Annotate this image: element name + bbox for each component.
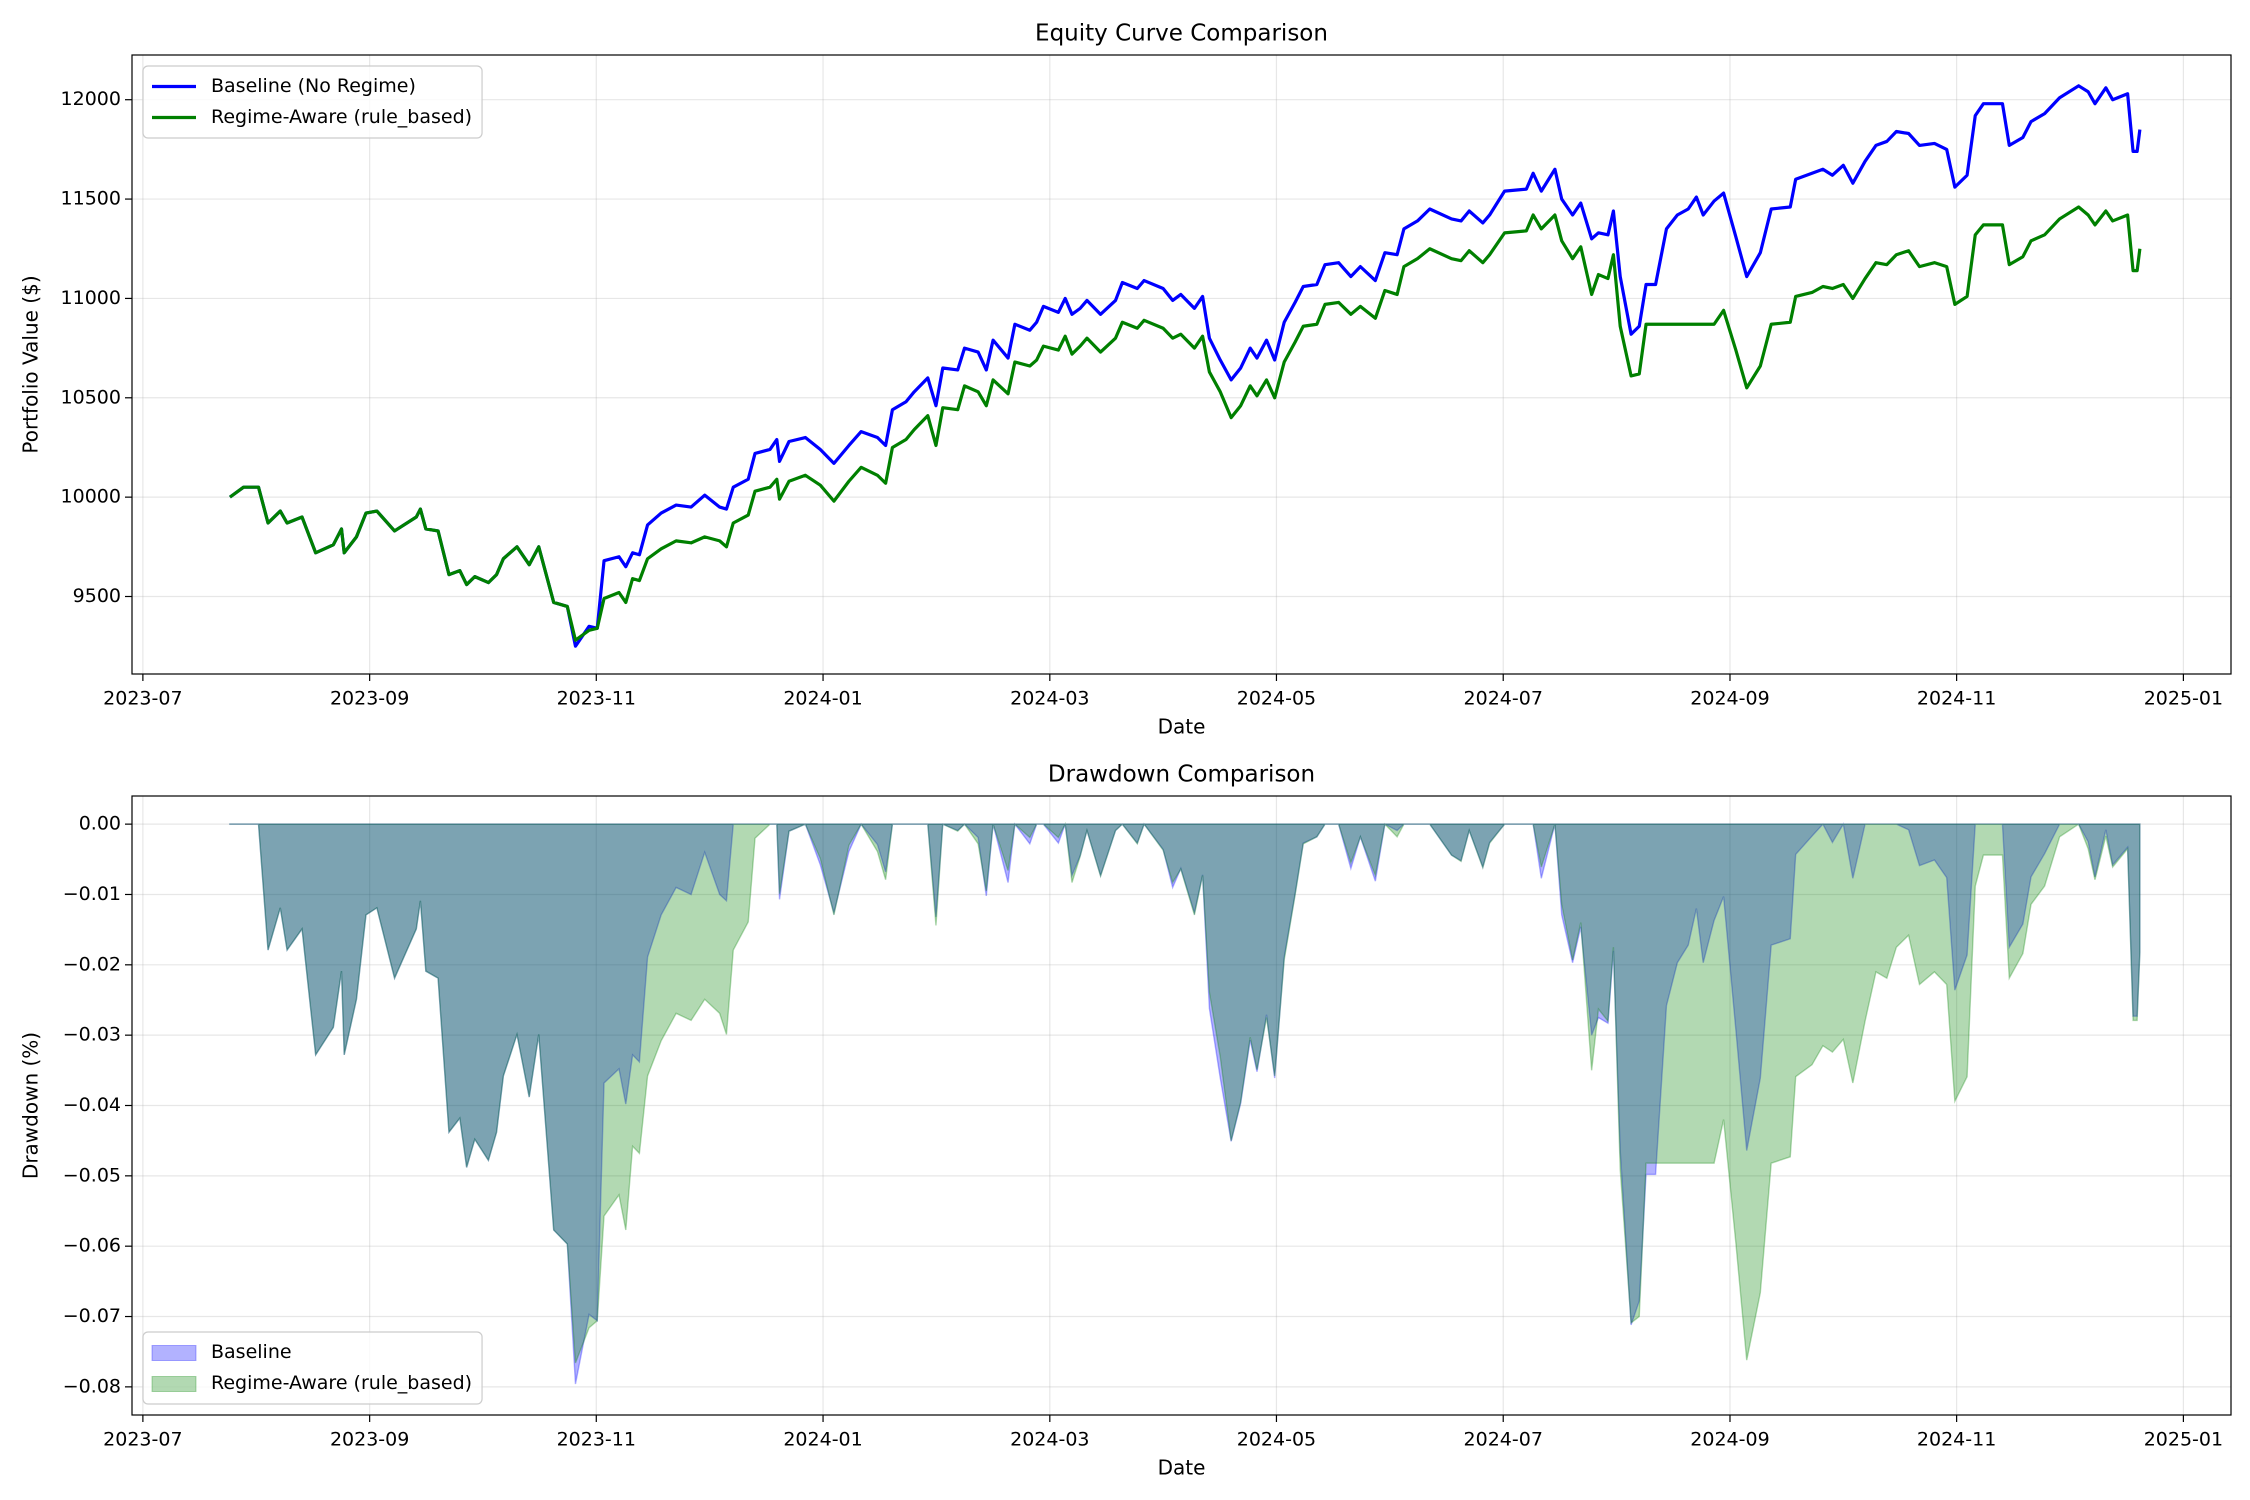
equity-line [228, 84, 2142, 648]
subplot: 2023-07 2023-09 2023-11 2024-01 2024-03 2024-… [19, 21, 2232, 739]
x-tick-label: 2023-09 [330, 688, 409, 710]
x-tick-label: 2023-11 [557, 1429, 636, 1451]
y-tick-label: −0.06 [63, 1235, 121, 1257]
drawdown-area [229, 822, 2141, 1385]
x-tick-label: 2023-09 [330, 1429, 409, 1451]
legend-box [142, 65, 483, 139]
x-axis-label: Date [1158, 715, 1206, 739]
y-tick-label: −0.08 [63, 1375, 121, 1397]
legend: Baseline (No Regime) Regime-Aware (rule_b… [142, 65, 483, 139]
x-tick-label: 2024-09 [1690, 688, 1769, 710]
y-tick-label: 0.00 [79, 813, 121, 835]
y-tick-label: 11000 [61, 287, 121, 309]
x-tick-label: 2023-11 [557, 688, 636, 710]
equity-line [228, 205, 2142, 642]
drawdown-area [229, 821, 2141, 1364]
x-tick-label: 2024-03 [1010, 1429, 1089, 1451]
legend-swatch [151, 1345, 197, 1361]
y-tick-label: 10000 [61, 486, 121, 508]
x-tick-label: 2024-11 [1917, 688, 1996, 710]
legend-box [142, 1331, 483, 1405]
y-tick-label: −0.05 [63, 1164, 121, 1186]
y-tick-label: −0.02 [63, 953, 121, 975]
x-tick-label: 2025-01 [2144, 1429, 2223, 1451]
y-axis-label: Drawdown (%) [19, 1032, 43, 1179]
x-tick-label: 2024-03 [1010, 688, 1089, 710]
x-tick-label: 2024-09 [1690, 1429, 1769, 1451]
legend-label: Regime-Aware (rule_based) [211, 106, 472, 128]
chart-title: Equity Curve Comparison [1035, 21, 1328, 47]
x-tick-label: 2024-01 [783, 688, 862, 710]
y-axis-label: Portfolio Value ($) [19, 275, 43, 453]
y-tick-label: −0.03 [63, 1024, 121, 1046]
axes-frame [131, 795, 2232, 1416]
x-tick-label: 2024-07 [1464, 1429, 1543, 1451]
legend-label: Baseline [211, 1341, 292, 1363]
x-tick-label: 2024-07 [1464, 688, 1543, 710]
legend-label: Regime-Aware (rule_based) [211, 1372, 472, 1394]
x-tick-label: 2024-05 [1237, 688, 1316, 710]
x-tick-label: 2024-05 [1237, 1429, 1316, 1451]
legend-label: Baseline (No Regime) [211, 75, 416, 97]
legend: Baseline Regime-Aware (rule_based) [142, 1331, 483, 1405]
y-tick-label: 11500 [61, 188, 121, 210]
chart-title: Drawdown Comparison [1048, 762, 1315, 788]
y-tick-label: −0.01 [63, 883, 121, 905]
x-tick-label: 2024-01 [783, 1429, 862, 1451]
y-tick-label: 9500 [73, 585, 121, 607]
x-axis-label: Date [1158, 1456, 1206, 1480]
y-tick-label: −0.04 [63, 1094, 121, 1116]
x-tick-label: 2023-07 [103, 1429, 182, 1451]
x-tick-label: 2024-11 [1917, 1429, 1996, 1451]
axes-frame [131, 54, 2232, 675]
x-tick-label: 2025-01 [2144, 688, 2223, 710]
x-tick-label: 2023-07 [103, 688, 182, 710]
y-tick-label: −0.07 [63, 1305, 121, 1327]
y-tick-label: 12000 [61, 88, 121, 110]
subplot: 2023-07 2023-09 2023-11 2024-01 2024-03 2024-… [19, 762, 2232, 1480]
legend-swatch [151, 1376, 197, 1392]
y-tick-label: 10500 [61, 386, 121, 408]
